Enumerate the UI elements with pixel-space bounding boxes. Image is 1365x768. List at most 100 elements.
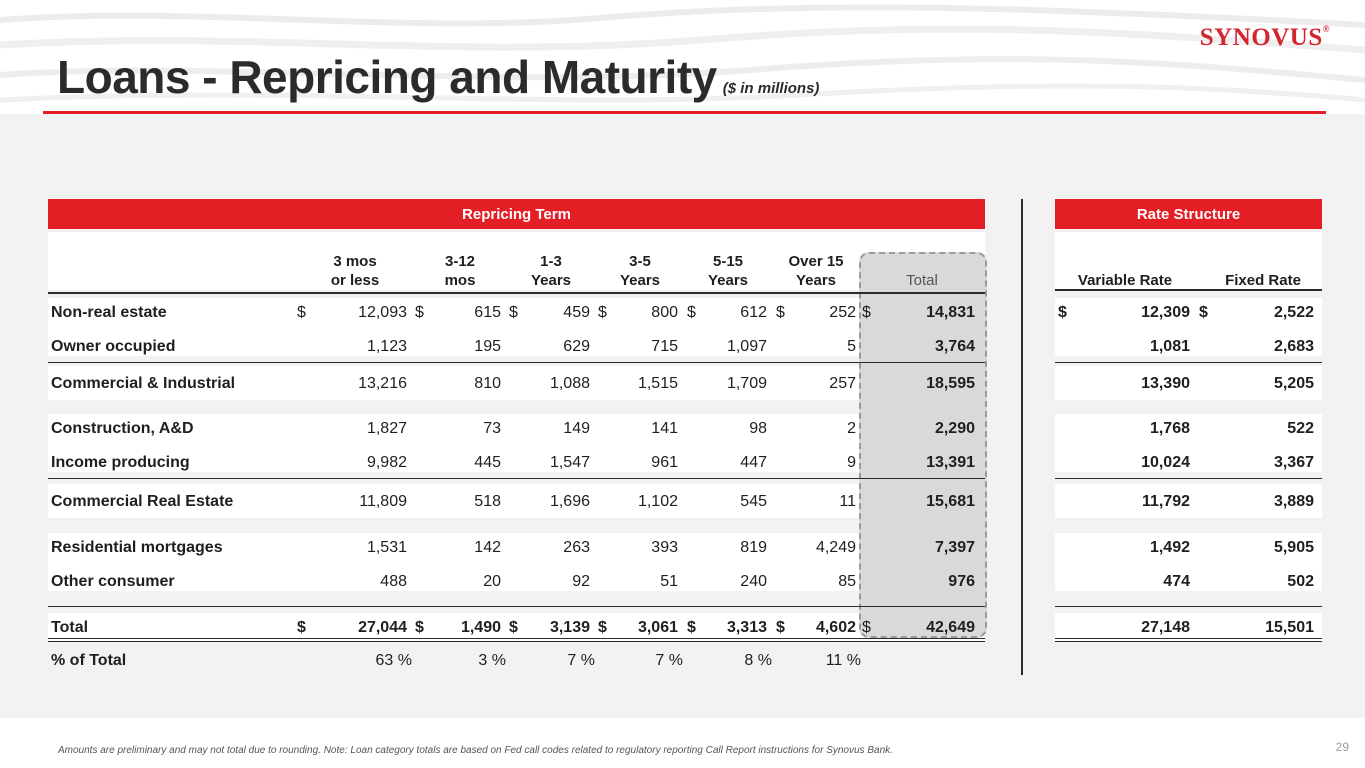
fixed-rate-value: 522 [1287,420,1314,437]
cell-value: 488 [380,573,407,590]
total-value: 42,649 [926,619,975,636]
row-group-band-rate [1055,298,1322,356]
cell-value: 800 [651,304,678,321]
cell-value: 141 [651,420,678,437]
cell-value: 459 [563,304,590,321]
dollar-sign: $ [598,304,607,321]
cell-value: 51 [660,573,678,590]
subtotal-band [48,366,985,400]
cell-value: 11,809 [359,493,407,510]
cell-value: 98 [749,420,767,437]
cell-value: 1,123 [366,338,407,355]
cell-value: 2 [847,420,856,437]
footnote: Amounts are preliminary and may not tota… [58,745,893,756]
column-header-band [48,232,985,290]
cell-value: 1,097 [726,338,767,355]
subtotal-rule-rate [1055,478,1322,479]
dollar-sign: $ [687,619,696,636]
column-header-line1: 3-12 [444,253,476,270]
cell-value: 3,139 [549,619,590,636]
cell-value: 445 [474,454,501,471]
pct-value: 7 % [567,652,595,669]
total-value: 15,681 [926,493,975,510]
pct-value: 8 % [744,652,772,669]
pre-total-rule [48,606,985,607]
dollar-sign: $ [509,619,518,636]
section-divider [1021,199,1023,675]
column-header: 3-5 Years [595,252,685,290]
row-label: Non-real estate [51,304,167,321]
dollar-sign: $ [776,304,785,321]
cell-value: 810 [474,375,501,392]
cell-value: 5 [847,338,856,355]
row-group-band [48,613,985,641]
cell-value: 4,602 [815,619,856,636]
total-column-header: Total [906,272,938,289]
total-value: 14,831 [926,304,975,321]
total-double-rule-rate [1055,638,1322,642]
cell-value: 20 [483,573,501,590]
row-group-band-rate [1055,613,1322,641]
variable-rate-value: 1,768 [1149,420,1190,437]
subtotal-rule-rate [1055,362,1322,363]
column-header-line2: or less [330,272,380,289]
cell-value: 1,709 [726,375,767,392]
cell-value: 9,982 [366,454,407,471]
column-header-line1: Over 15 [788,253,844,270]
cell-value: 629 [563,338,590,355]
column-header-line2: Years [707,272,749,289]
total-value: 3,764 [934,338,975,355]
row-group-band [48,533,985,591]
synovus-logo: SYNOVUS® [1200,24,1330,52]
subtotal-rule [48,478,985,479]
page-title: Loans - Repricing and Maturity ($ in mill… [57,50,819,104]
variable-rate-value: 10,024 [1141,454,1190,471]
fixed-rate-value: 5,905 [1273,539,1314,556]
total-column-highlight [859,252,987,638]
cell-value: 1,547 [549,454,590,471]
dollar-sign: $ [297,619,306,636]
cell-value: 447 [740,454,767,471]
cell-value: 1,490 [460,619,501,636]
dollar-sign: $ [862,304,871,321]
cell-value: 3,313 [726,619,767,636]
repricing-term-header: Repricing Term [48,199,985,229]
pre-total-rule-rate [1055,606,1322,607]
cell-value: 3,061 [637,619,678,636]
pct-value: 11 % [825,652,861,669]
dollar-sign: $ [862,619,871,636]
title-underline [43,111,1326,114]
cell-value: 142 [474,539,501,556]
variable-rate-value: 13,390 [1141,375,1190,392]
variable-rate-value: 474 [1163,573,1190,590]
subtotal-rule [48,362,985,363]
cell-value: 9 [847,454,856,471]
rate-structure-header: Rate Structure [1055,199,1322,229]
cell-value: 1,515 [637,375,678,392]
column-header-line2: Years [530,272,572,289]
pct-row-label: % of Total [51,652,127,669]
subtotal-band-rate [1055,484,1322,518]
total-value: 7,397 [934,539,975,556]
row-group-band [48,298,985,356]
cell-value: 4,249 [815,539,856,556]
cell-value: 11 [839,493,856,510]
column-header: 5-15 Years [683,252,773,290]
cell-value: 195 [474,338,501,355]
subtotal-band-rate [1055,366,1322,400]
cell-value: 149 [563,420,590,437]
cell-value: 1,102 [637,493,678,510]
cell-value: 1,696 [549,493,590,510]
cell-value: 12,093 [358,304,407,321]
dollar-sign: $ [415,304,424,321]
dollar-sign: $ [415,619,424,636]
dollar-sign: $ [776,619,785,636]
column-header-line2: Years [795,272,837,289]
decorative-waves [0,4,1365,103]
column-header: 1-3 Years [506,252,596,290]
column-header: Over 15 Years [771,252,861,290]
row-label: Total [51,619,89,636]
cell-value: 615 [474,304,501,321]
cell-value: 252 [829,304,856,321]
cell-value: 85 [838,573,856,590]
